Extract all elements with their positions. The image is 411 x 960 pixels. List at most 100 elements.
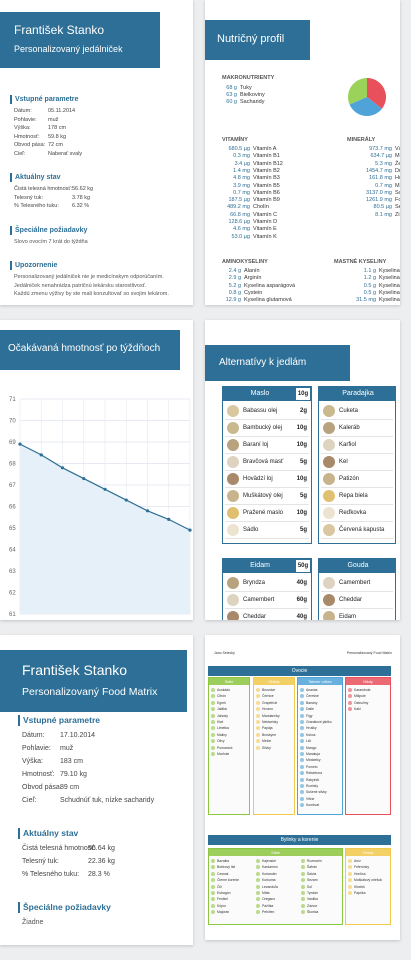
matrix-item: Marakuja <box>306 752 320 756</box>
food-icon <box>323 422 335 434</box>
matrix-item: Brusnice <box>262 688 276 692</box>
nutrient-name: Cystein <box>244 289 263 296</box>
group-title: VITAMÍNY <box>222 137 248 143</box>
nutrient-name: Arginín <box>244 275 262 282</box>
section-text: Každú zmenu výživy by ste mali konzultov… <box>14 291 169 297</box>
macro-label: Sacharidy <box>240 99 265 105</box>
nutrient-name: Fosfor <box>395 197 400 204</box>
y-tick-label: 62 <box>9 591 16 597</box>
row-label: Obvod pása: <box>14 142 46 148</box>
row-label: Telesný tuk: <box>14 194 44 201</box>
matrix-item: Melón <box>262 739 272 744</box>
item-icon <box>256 897 260 902</box>
matrix-item: Citrón <box>217 694 227 699</box>
item-icon <box>300 713 304 718</box>
item-icon <box>300 796 304 801</box>
matrix-column: Občas Aníz Feferónky Horčica Muškátový orieš… <box>345 848 391 925</box>
food-icon <box>323 473 335 485</box>
matrix-item: Soľ <box>307 884 313 889</box>
row-value: 56.64 kg <box>88 845 115 852</box>
item-icon <box>300 739 304 744</box>
nutrient-name: Vitamín B3 <box>253 175 280 182</box>
matrix-item: Levanduľa <box>262 884 278 889</box>
nutrient-name: Vitamín B12 <box>253 160 283 167</box>
nutrient-value: 0.8 g <box>228 289 241 296</box>
item-icon <box>301 865 305 870</box>
row-value: Schudnúť tuk, nízke sacharidy <box>60 797 155 804</box>
matrix-item: Mišpule <box>354 694 366 699</box>
point <box>188 528 192 532</box>
alt-name: Kaleráb <box>339 425 360 431</box>
item-icon <box>348 878 352 883</box>
row-divider <box>321 521 393 522</box>
item-icon <box>301 897 305 902</box>
matrix-item: Muškátový oriešok <box>354 878 383 883</box>
food-amount: 50g <box>296 560 310 572</box>
nutrient-value: 5.3 mg <box>375 160 392 167</box>
item-icon <box>211 688 215 692</box>
row-value: 72 cm <box>48 142 63 148</box>
column-title: Takmer vôbec <box>308 679 332 684</box>
nutrient-name: Sodík <box>395 189 400 196</box>
nutrient-value: 0.5 g <box>363 282 376 289</box>
pie-slice <box>349 97 382 116</box>
row-label: Výška: <box>22 758 44 765</box>
alt-name: Cheddar <box>339 597 363 603</box>
item-icon <box>300 688 304 692</box>
matrix-item: Mirabelky <box>306 758 321 763</box>
food-icon <box>323 524 335 536</box>
column-header: Občas <box>346 849 390 856</box>
food-icon <box>323 439 335 451</box>
macro-label: Tuky <box>240 85 252 91</box>
matrix-item: Rakytník <box>306 777 320 782</box>
alt-amount: 40g <box>296 614 307 620</box>
matrix-item: Nektarinky <box>262 720 279 724</box>
nutrient-value: 3137.0 mg <box>366 189 392 196</box>
item-icon <box>348 694 352 699</box>
matrix-item: Pažítka <box>262 903 274 908</box>
macro-label: Bielkoviny <box>240 92 265 98</box>
alt-amount: 10g <box>296 476 307 482</box>
alt-name: Cheddar <box>243 614 267 620</box>
matrix-item: Rozmarín <box>307 859 322 863</box>
matrix-item: Liči <box>306 739 312 744</box>
matrix-item: Papája <box>262 726 273 731</box>
nutrient-name: Kyselina <box>379 275 400 282</box>
matrix-item: Klinček <box>354 884 365 889</box>
alt-name: Sádlo <box>243 527 259 533</box>
food-card: Eidam 50g Bryndza 40g Camembert 60g Cheddar 40g <box>222 558 312 620</box>
matrix-item: Ananás <box>306 688 318 692</box>
item-icon <box>300 777 304 782</box>
column-title: Nikdy <box>363 679 373 684</box>
item-icon <box>211 720 215 724</box>
item-icon <box>348 707 352 712</box>
item-icon <box>211 878 215 883</box>
nutrient-value: 0.7 mg <box>375 182 392 189</box>
matrix-item: Paprika <box>354 891 366 895</box>
row-divider <box>321 608 393 609</box>
item-icon <box>211 694 215 699</box>
item-icon <box>256 859 260 863</box>
point <box>145 509 150 513</box>
alt-name: Pražené maslo <box>243 510 284 516</box>
row-divider <box>225 504 309 505</box>
header-band: Alternatívy k jedlám <box>205 345 350 381</box>
nutrient-value: 2.9 g <box>228 275 241 282</box>
row-label: Telesný tuk: <box>22 858 59 865</box>
matrix-item: Kôpor <box>217 903 227 908</box>
nutrient-name: Kyselina asparágová <box>244 282 296 289</box>
item-icon <box>211 726 215 731</box>
matrix-item: Ostružiny <box>354 700 369 705</box>
food-icon <box>323 507 335 519</box>
item-icon <box>256 694 260 699</box>
alt-name: Bambucký olej <box>243 425 283 431</box>
matrix-item: Marhule <box>217 752 230 756</box>
column-title: Občas <box>362 850 374 855</box>
panel: Nutričný profil MAKRONUTRIENTY 68 g Tuky 63 … <box>205 0 400 305</box>
row-label: Pohlavie: <box>22 745 51 752</box>
item-icon <box>301 878 305 883</box>
item-icon <box>300 707 304 712</box>
nutrient-value: 4.8 mg <box>233 175 250 182</box>
nutrient-value: 1454.7 mg <box>366 167 392 174</box>
y-tick-label: 69 <box>9 440 16 446</box>
